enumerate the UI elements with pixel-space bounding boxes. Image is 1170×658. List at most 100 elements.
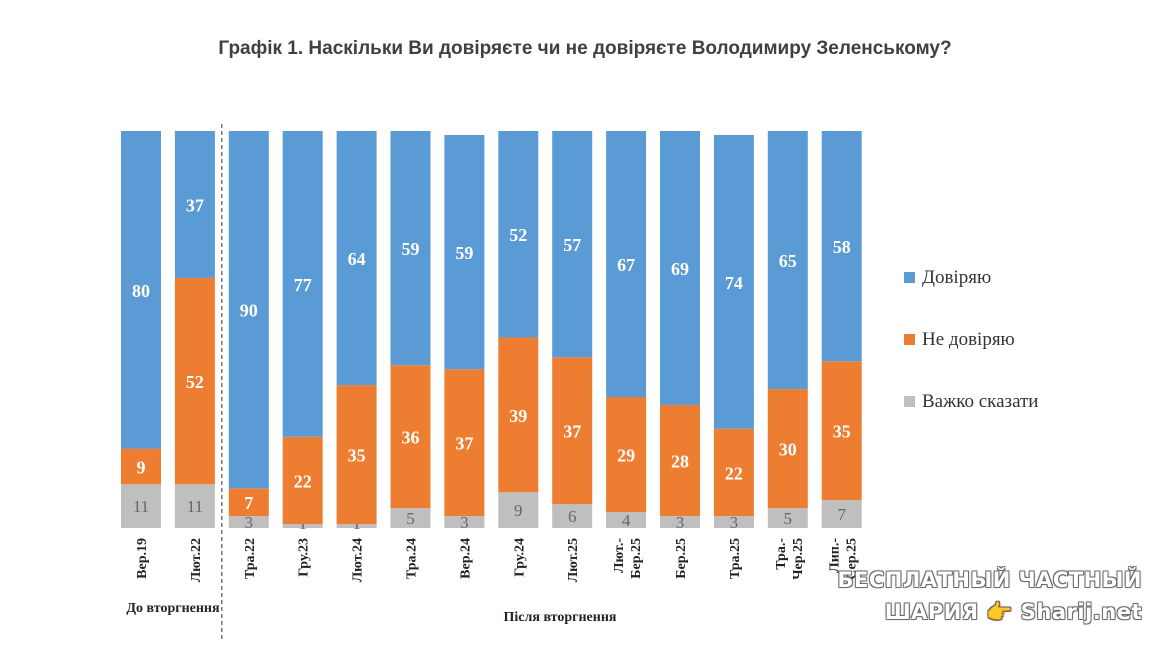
- data-label-trust-8: 57: [563, 235, 581, 255]
- data-label-hard-to-say-5: 5: [406, 509, 415, 528]
- bar-segment-hard-to-say-2: [228, 516, 269, 528]
- data-label-distrust-6: 37: [455, 434, 473, 454]
- data-label-distrust-12: 30: [779, 440, 797, 460]
- data-label-hard-to-say-8: 6: [568, 507, 577, 526]
- bar-segment-distrust-9: [606, 396, 647, 513]
- data-label-hard-to-say-9: 4: [622, 511, 631, 530]
- bar-segment-distrust-7: [498, 337, 539, 493]
- data-label-distrust-10: 28: [671, 452, 689, 472]
- x-tick-label-text-5-0: Тра.24: [405, 538, 420, 579]
- watermark-line-2: ШАРИЯ 👉 Sharij.net: [884, 600, 1142, 624]
- bar-segment-hard-to-say-11: [713, 516, 754, 528]
- data-label-trust-10: 69: [671, 259, 689, 279]
- bar-segment-trust-4: [336, 131, 377, 386]
- bar-segment-hard-to-say-3: [282, 524, 323, 528]
- x-tick-label-6: Вер.24: [458, 538, 473, 579]
- legend-item-hard-to-say: Важко сказати: [904, 386, 1038, 417]
- bar-segment-hard-to-say-1: [174, 484, 215, 528]
- legend-label-trust: Довіряю: [922, 266, 992, 288]
- x-tick-label-text-8-0: Лют.25: [566, 538, 581, 582]
- legend-swatch-hard-to-say: [904, 396, 915, 407]
- bar-segment-trust-6: [444, 134, 485, 370]
- x-tick-label-text-1-0: Лют.22: [189, 538, 204, 582]
- data-label-distrust-13: 35: [833, 422, 851, 442]
- data-label-hard-to-say-7: 9: [514, 501, 523, 520]
- x-tick-label-1: Лют.22: [189, 538, 204, 582]
- legend-label-hard-to-say: Важко сказати: [922, 390, 1039, 412]
- bar-segment-trust-2: [228, 131, 269, 489]
- bar-segment-trust-11: [713, 134, 754, 429]
- x-tick-label-0: Вер.19: [135, 538, 150, 579]
- bar-segment-trust-13: [821, 131, 862, 362]
- x-tick-label-3: Гру.23: [297, 538, 312, 577]
- x-tick-label-text-4-0: Лют.24: [351, 538, 366, 582]
- bar-segment-trust-3: [282, 131, 323, 437]
- bar-segment-distrust-1: [174, 277, 215, 485]
- bar-segment-trust-1: [174, 131, 215, 278]
- x-tick-label-text-11-0: Тра.25: [728, 538, 743, 579]
- bar-segment-trust-12: [767, 131, 808, 390]
- data-label-trust-0: 80: [132, 281, 150, 301]
- x-tick-label-text-0-0: Вер.19: [135, 538, 150, 579]
- legend-item-trust: Довіряю: [904, 262, 1038, 293]
- x-tick-label-text-9-1: Бер.25: [629, 538, 644, 579]
- bar-segment-distrust-10: [660, 404, 700, 517]
- x-tick-label-9: Лют.- Бер.25: [612, 538, 644, 579]
- data-label-hard-to-say-6: 3: [460, 513, 469, 532]
- data-label-trust-1: 37: [186, 195, 204, 215]
- legend-label-distrust: Не довіряю: [922, 328, 1015, 350]
- bar-segment-trust-8: [552, 131, 593, 358]
- chart-legend: Довіряю Не довіряю Важко сказати: [904, 262, 1038, 448]
- x-tick-label-text-13-1: Сер.25: [845, 538, 860, 580]
- data-label-trust-4: 64: [348, 249, 366, 269]
- data-label-distrust-7: 39: [509, 406, 527, 426]
- x-tick-label-8: Лют.25: [566, 538, 581, 582]
- data-label-hard-to-say-0: 11: [133, 497, 149, 516]
- bar-segment-hard-to-say-4: [336, 524, 377, 528]
- bar-segment-distrust-12: [767, 389, 808, 509]
- data-label-distrust-0: 9: [137, 457, 146, 477]
- x-tick-label-text-12-0: Тра.-: [774, 538, 789, 570]
- data-label-trust-11: 74: [725, 273, 743, 293]
- data-label-hard-to-say-10: 3: [676, 513, 685, 532]
- x-tick-label-5: Тра.24: [405, 538, 420, 579]
- x-tick-label-text-3-0: Гру.23: [297, 538, 312, 577]
- data-label-hard-to-say-1: 11: [187, 497, 203, 516]
- x-tick-label-text-6-0: Вер.24: [458, 538, 473, 579]
- data-label-distrust-9: 29: [617, 446, 635, 466]
- bar-segment-hard-to-say-0: [121, 484, 161, 528]
- legend-swatch-distrust: [904, 334, 915, 345]
- data-label-distrust-8: 37: [563, 422, 581, 442]
- bar-segment-hard-to-say-6: [444, 516, 485, 528]
- legend-swatch-trust: [904, 272, 915, 283]
- data-label-distrust-11: 22: [725, 463, 743, 483]
- x-tick-label-10: Бер.25: [674, 538, 689, 579]
- data-label-trust-13: 58: [833, 237, 851, 257]
- chart-title: Графік 1. Наскільки Ви довіряєте чи не д…: [218, 38, 952, 59]
- group-label-after-invasion: Після вторгнення: [503, 610, 617, 625]
- data-label-trust-9: 67: [617, 255, 635, 275]
- x-tick-label-text-12-1: Чер.25: [791, 538, 806, 580]
- bar-segment-hard-to-say-9: [606, 512, 647, 528]
- data-label-hard-to-say-11: 3: [730, 513, 739, 532]
- x-tick-label-text-13-0: Лип.-: [828, 538, 843, 573]
- bar-segment-hard-to-say-13: [821, 500, 862, 528]
- data-label-hard-to-say-13: 7: [837, 505, 846, 524]
- bar-segment-trust-9: [606, 131, 647, 397]
- x-tick-label-12: Тра.- Чер.25: [774, 538, 806, 580]
- bar-segment-distrust-4: [336, 385, 377, 525]
- x-tick-label-text-10-0: Бер.25: [674, 538, 689, 579]
- x-tick-label-4: Лют.24: [351, 538, 366, 582]
- x-tick-label-7: Гру.24: [512, 538, 527, 577]
- data-label-trust-5: 59: [402, 239, 420, 259]
- bar-segment-hard-to-say-12: [767, 508, 808, 528]
- x-tick-label-text-7-0: Гру.24: [512, 538, 527, 577]
- bar-segment-distrust-0: [121, 448, 161, 485]
- data-label-hard-to-say-2: 3: [245, 513, 254, 532]
- data-label-trust-7: 52: [509, 225, 527, 245]
- x-tick-label-11: Тра.25: [728, 538, 743, 579]
- x-tick-label-13: Лип.- Сер.25: [828, 538, 860, 580]
- bar-segment-hard-to-say-8: [552, 504, 593, 528]
- data-label-distrust-4: 35: [348, 446, 366, 466]
